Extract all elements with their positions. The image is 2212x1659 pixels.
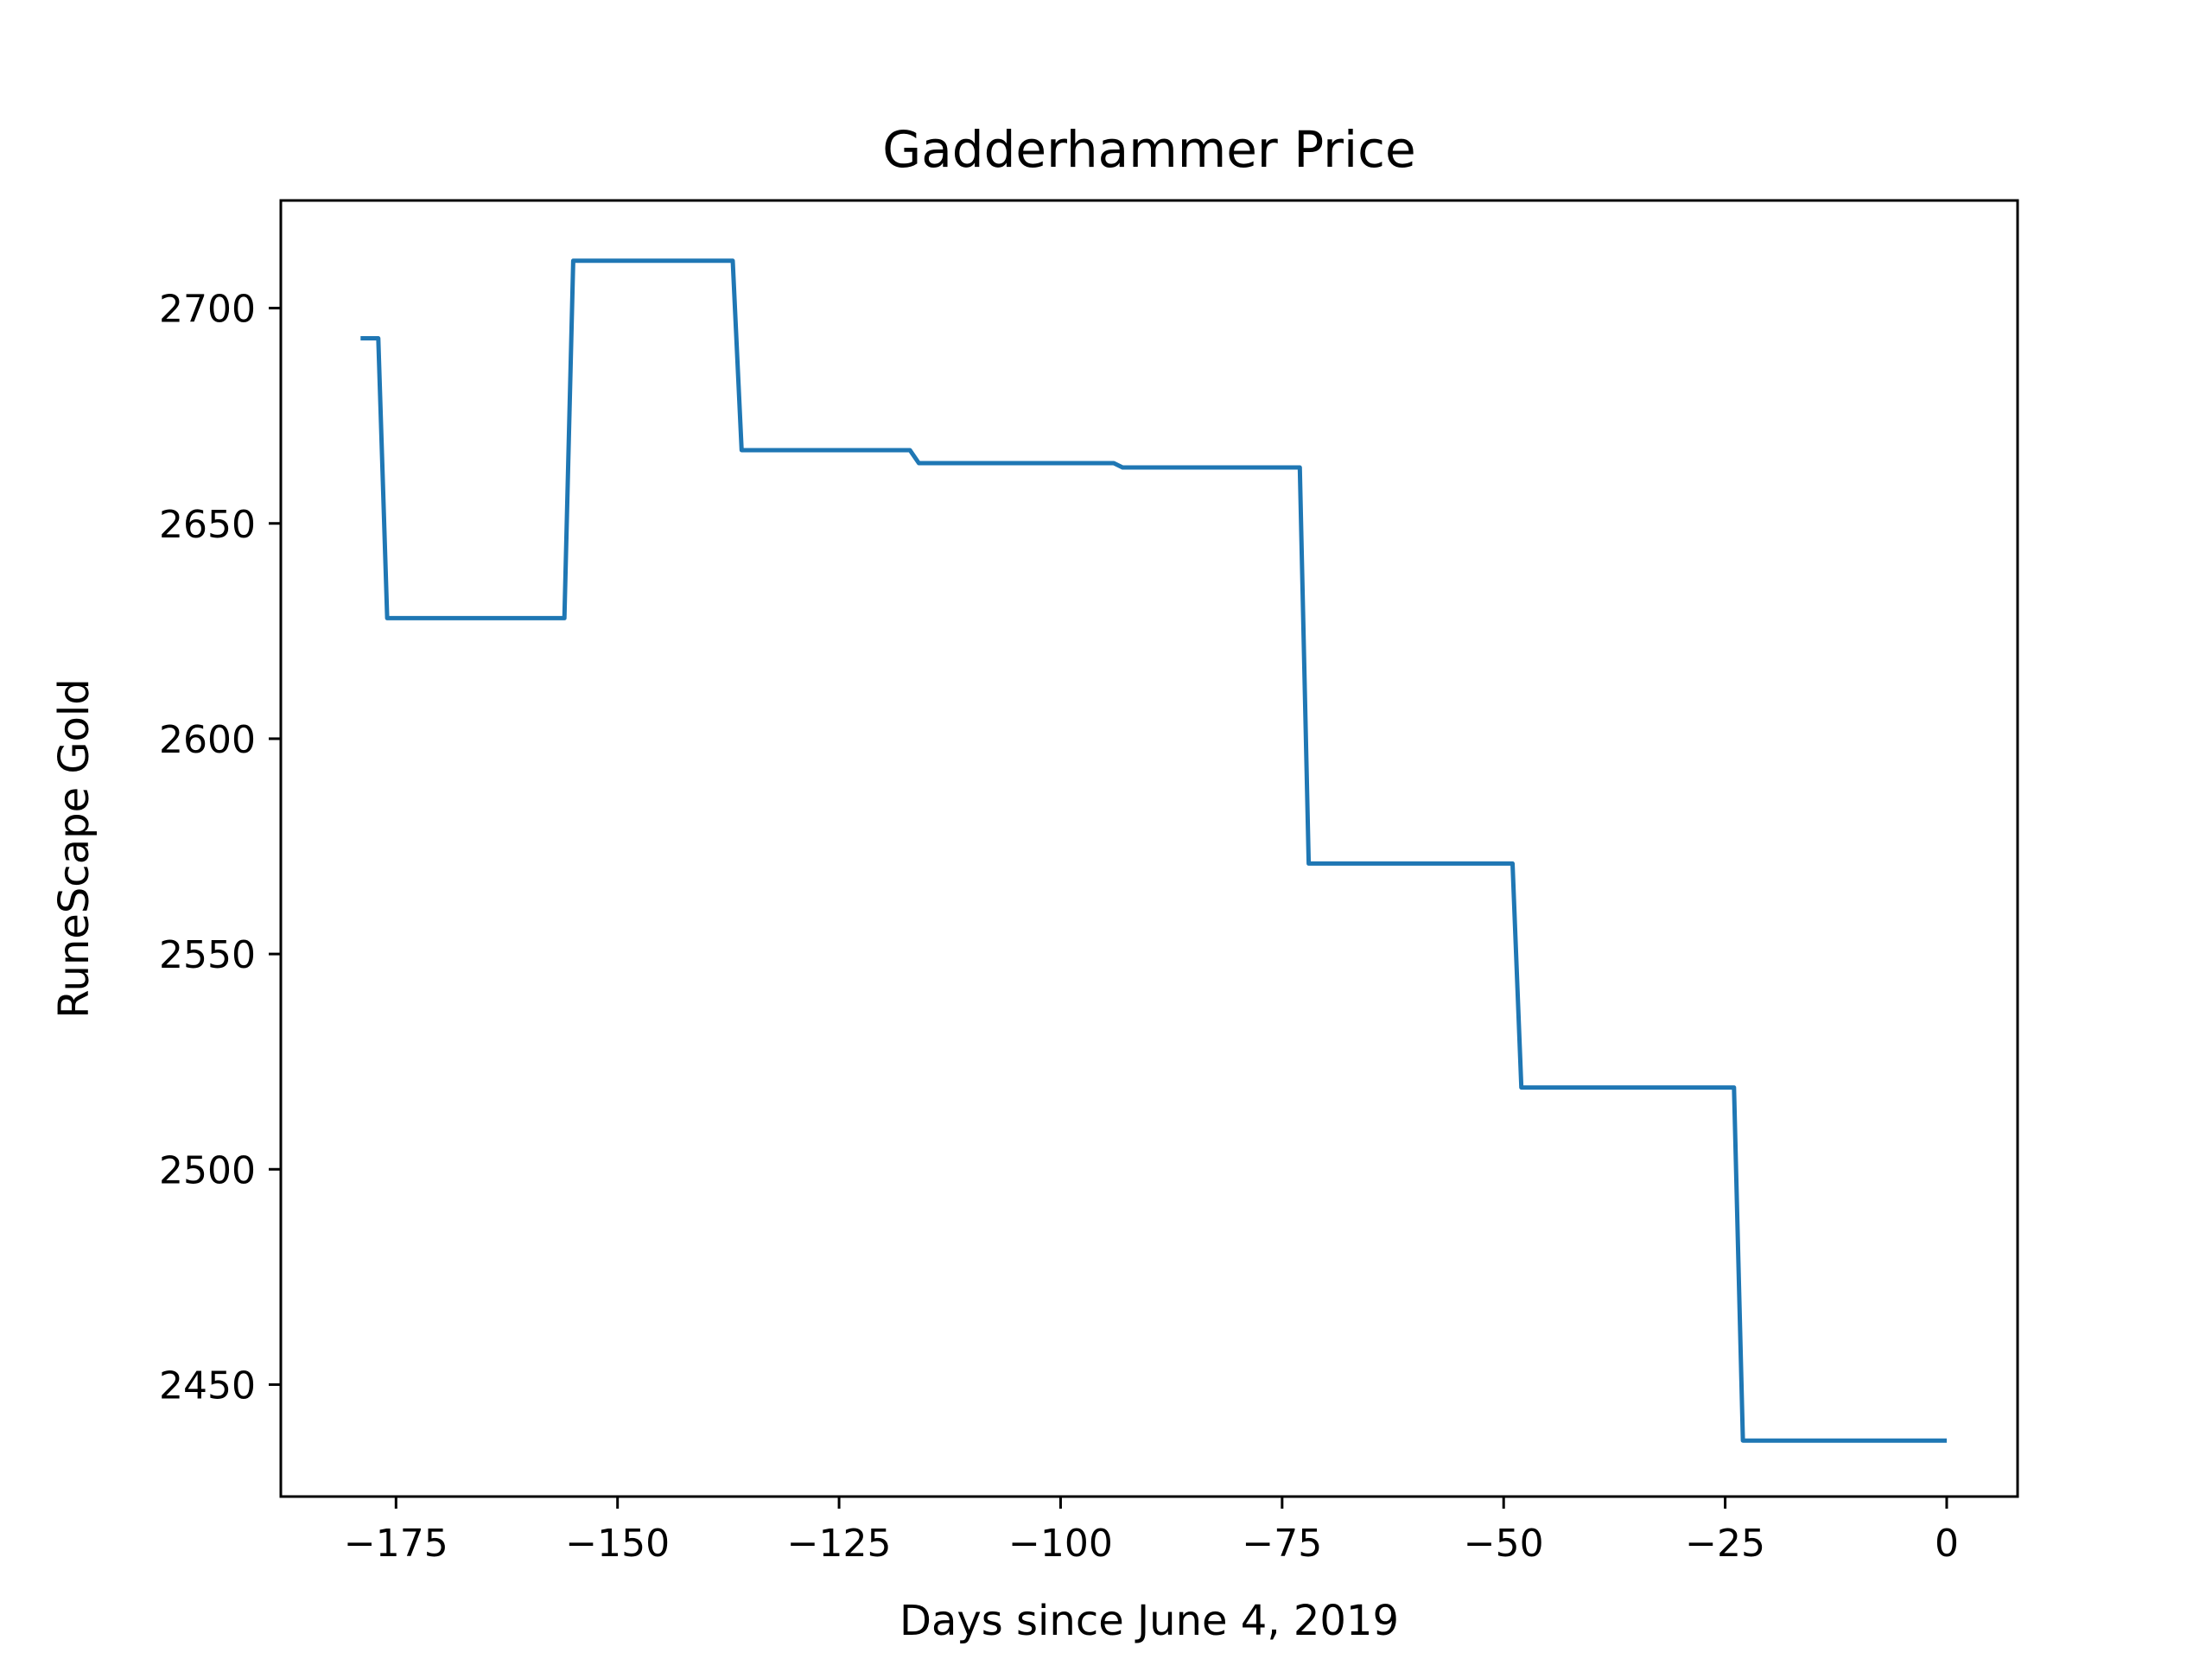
y-tick-label: 2700 bbox=[159, 288, 256, 332]
x-tick-label: −125 bbox=[787, 1522, 892, 1566]
x-tick-label: −100 bbox=[1008, 1522, 1113, 1566]
y-tick-label: 2450 bbox=[159, 1363, 256, 1408]
series-layer bbox=[360, 258, 1948, 1443]
price-series-line bbox=[360, 258, 1947, 1443]
x-tick-label: −150 bbox=[565, 1522, 670, 1566]
y-tick-label: 2550 bbox=[159, 933, 256, 977]
x-tick-label: −175 bbox=[344, 1522, 448, 1566]
ticks-layer: −175 −150 −125 −100 −75 −50 −25 0 2450 2500 2550 26… bbox=[159, 288, 1959, 1566]
y-tick-label: 2650 bbox=[159, 503, 256, 547]
y-axis-label: RuneScape Gold bbox=[50, 678, 99, 1018]
y-tick-label: 2600 bbox=[159, 718, 256, 762]
plot-frame bbox=[279, 199, 2019, 1498]
x-tick-label: 0 bbox=[1935, 1522, 1959, 1566]
chart-title: Gadderhammer Price bbox=[882, 120, 1415, 179]
x-axis-label: Days since June 4, 2019 bbox=[899, 1597, 1399, 1645]
y-tick-label: 2500 bbox=[159, 1148, 256, 1192]
x-tick-label: −75 bbox=[1242, 1522, 1322, 1566]
x-tick-label: −25 bbox=[1685, 1522, 1765, 1566]
x-tick-label: −50 bbox=[1464, 1522, 1544, 1566]
